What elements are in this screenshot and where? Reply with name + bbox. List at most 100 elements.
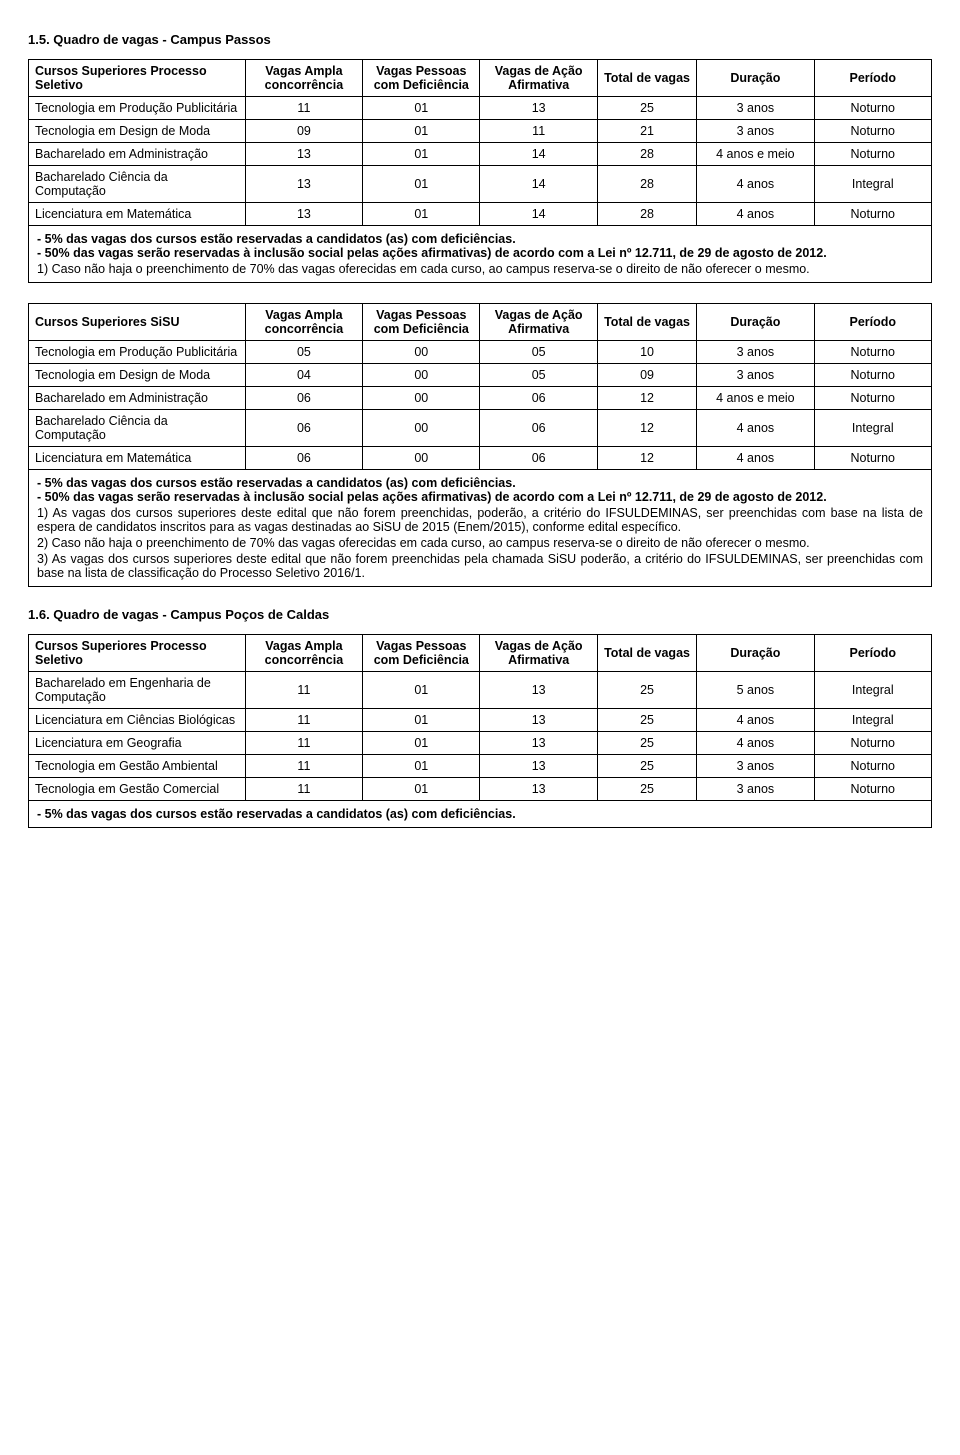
col-per: Período (814, 635, 931, 672)
cell: 06 (480, 447, 597, 470)
cell: 13 (480, 709, 597, 732)
cell-curso: Tecnologia em Produção Publicitária (29, 341, 246, 364)
cell: 11 (245, 755, 362, 778)
cell-curso: Licenciatura em Matemática (29, 203, 246, 226)
cell: 05 (480, 364, 597, 387)
col-pcd: Vagas Pessoas com Deficiência (363, 304, 480, 341)
col-per: Período (814, 304, 931, 341)
cell: 05 (245, 341, 362, 364)
table-header-row: Cursos Superiores Processo Seletivo Vaga… (29, 60, 932, 97)
cell-curso: Bacharelado Ciência da Computação (29, 410, 246, 447)
col-pcd: Vagas Pessoas com Deficiência (363, 60, 480, 97)
cell: 14 (480, 166, 597, 203)
cell: 25 (597, 709, 696, 732)
col-per: Período (814, 60, 931, 97)
cell: 25 (597, 778, 696, 801)
table-header-row: Cursos Superiores SiSU Vagas Ampla conco… (29, 304, 932, 341)
cell: Noturno (814, 755, 931, 778)
note-plain: 3) As vagas dos cursos superiores deste … (37, 552, 923, 580)
col-ampla: Vagas Ampla concorrência (245, 60, 362, 97)
cell: 25 (597, 755, 696, 778)
notes-row: - 5% das vagas dos cursos estão reservad… (29, 226, 932, 283)
cell: Noturno (814, 341, 931, 364)
cell: 01 (363, 143, 480, 166)
cell: 4 anos (697, 709, 814, 732)
cell-curso: Tecnologia em Design de Moda (29, 120, 246, 143)
table-row: Bacharelado em Administração060006124 an… (29, 387, 932, 410)
cell: 13 (480, 778, 597, 801)
cell: 01 (363, 203, 480, 226)
note-bold: - 5% das vagas dos cursos estão reservad… (37, 807, 923, 821)
notes-row: - 5% das vagas dos cursos estão reservad… (29, 801, 932, 828)
note-bold: - 50% das vagas serão reservadas à inclu… (37, 246, 923, 260)
cell: 12 (597, 447, 696, 470)
cell-curso: Tecnologia em Gestão Comercial (29, 778, 246, 801)
table-row: Tecnologia em Produção Publicitária05000… (29, 341, 932, 364)
table-processo-seletivo-pocos: Cursos Superiores Processo Seletivo Vaga… (28, 634, 932, 828)
cell: 11 (245, 709, 362, 732)
cell: 06 (245, 387, 362, 410)
cell: 4 anos e meio (697, 143, 814, 166)
cell: 4 anos (697, 166, 814, 203)
table-row: Tecnologia em Produção Publicitária11011… (29, 97, 932, 120)
section-title-2: 1.6. Quadro de vagas - Campus Poços de C… (28, 607, 932, 622)
col-curso: Cursos Superiores Processo Seletivo (29, 635, 246, 672)
cell: 3 anos (697, 341, 814, 364)
cell: 28 (597, 166, 696, 203)
cell: 13 (245, 166, 362, 203)
cell: 28 (597, 143, 696, 166)
table-processo-seletivo-passos: Cursos Superiores Processo Seletivo Vaga… (28, 59, 932, 283)
cell-curso: Licenciatura em Matemática (29, 447, 246, 470)
cell: 05 (480, 341, 597, 364)
cell: 10 (597, 341, 696, 364)
cell: 13 (480, 755, 597, 778)
col-curso: Cursos Superiores Processo Seletivo (29, 60, 246, 97)
cell-curso: Licenciatura em Geografia (29, 732, 246, 755)
cell: 5 anos (697, 672, 814, 709)
cell: 00 (363, 410, 480, 447)
table-row: Bacharelado em Engenharia de Computação1… (29, 672, 932, 709)
notes-row: - 5% das vagas dos cursos estão reservad… (29, 470, 932, 587)
table-sisu-passos: Cursos Superiores SiSU Vagas Ampla conco… (28, 303, 932, 587)
col-acao: Vagas de Ação Afirmativa (480, 635, 597, 672)
cell: Integral (814, 166, 931, 203)
cell: Integral (814, 672, 931, 709)
table-header-row: Cursos Superiores Processo Seletivo Vaga… (29, 635, 932, 672)
cell: 3 anos (697, 364, 814, 387)
cell: 25 (597, 732, 696, 755)
table-row: Bacharelado Ciência da Computação0600061… (29, 410, 932, 447)
cell: Noturno (814, 143, 931, 166)
col-pcd: Vagas Pessoas com Deficiência (363, 635, 480, 672)
cell: 28 (597, 203, 696, 226)
cell: 14 (480, 203, 597, 226)
cell: 01 (363, 166, 480, 203)
cell: 13 (480, 97, 597, 120)
cell: Integral (814, 410, 931, 447)
table-row: Tecnologia em Gestão Comercial110113253 … (29, 778, 932, 801)
cell: 12 (597, 410, 696, 447)
cell: Noturno (814, 203, 931, 226)
cell: 11 (245, 778, 362, 801)
note-bold: - 5% das vagas dos cursos estão reservad… (37, 232, 923, 246)
cell: Integral (814, 709, 931, 732)
cell: 4 anos (697, 732, 814, 755)
cell: 3 anos (697, 120, 814, 143)
cell: 4 anos (697, 410, 814, 447)
table-row: Tecnologia em Design de Moda090111213 an… (29, 120, 932, 143)
cell: 01 (363, 672, 480, 709)
cell: Noturno (814, 364, 931, 387)
cell: Noturno (814, 387, 931, 410)
col-total: Total de vagas (597, 304, 696, 341)
cell: 12 (597, 387, 696, 410)
cell: 13 (245, 203, 362, 226)
cell: 06 (245, 410, 362, 447)
cell: 06 (245, 447, 362, 470)
cell: 09 (597, 364, 696, 387)
cell-curso: Bacharelado em Administração (29, 387, 246, 410)
cell: 13 (480, 672, 597, 709)
cell: 01 (363, 732, 480, 755)
table-row: Bacharelado em Administração130114284 an… (29, 143, 932, 166)
cell: 11 (245, 732, 362, 755)
table-row: Licenciatura em Matemática060006124 anos… (29, 447, 932, 470)
note-bold: - 50% das vagas serão reservadas à inclu… (37, 490, 923, 504)
